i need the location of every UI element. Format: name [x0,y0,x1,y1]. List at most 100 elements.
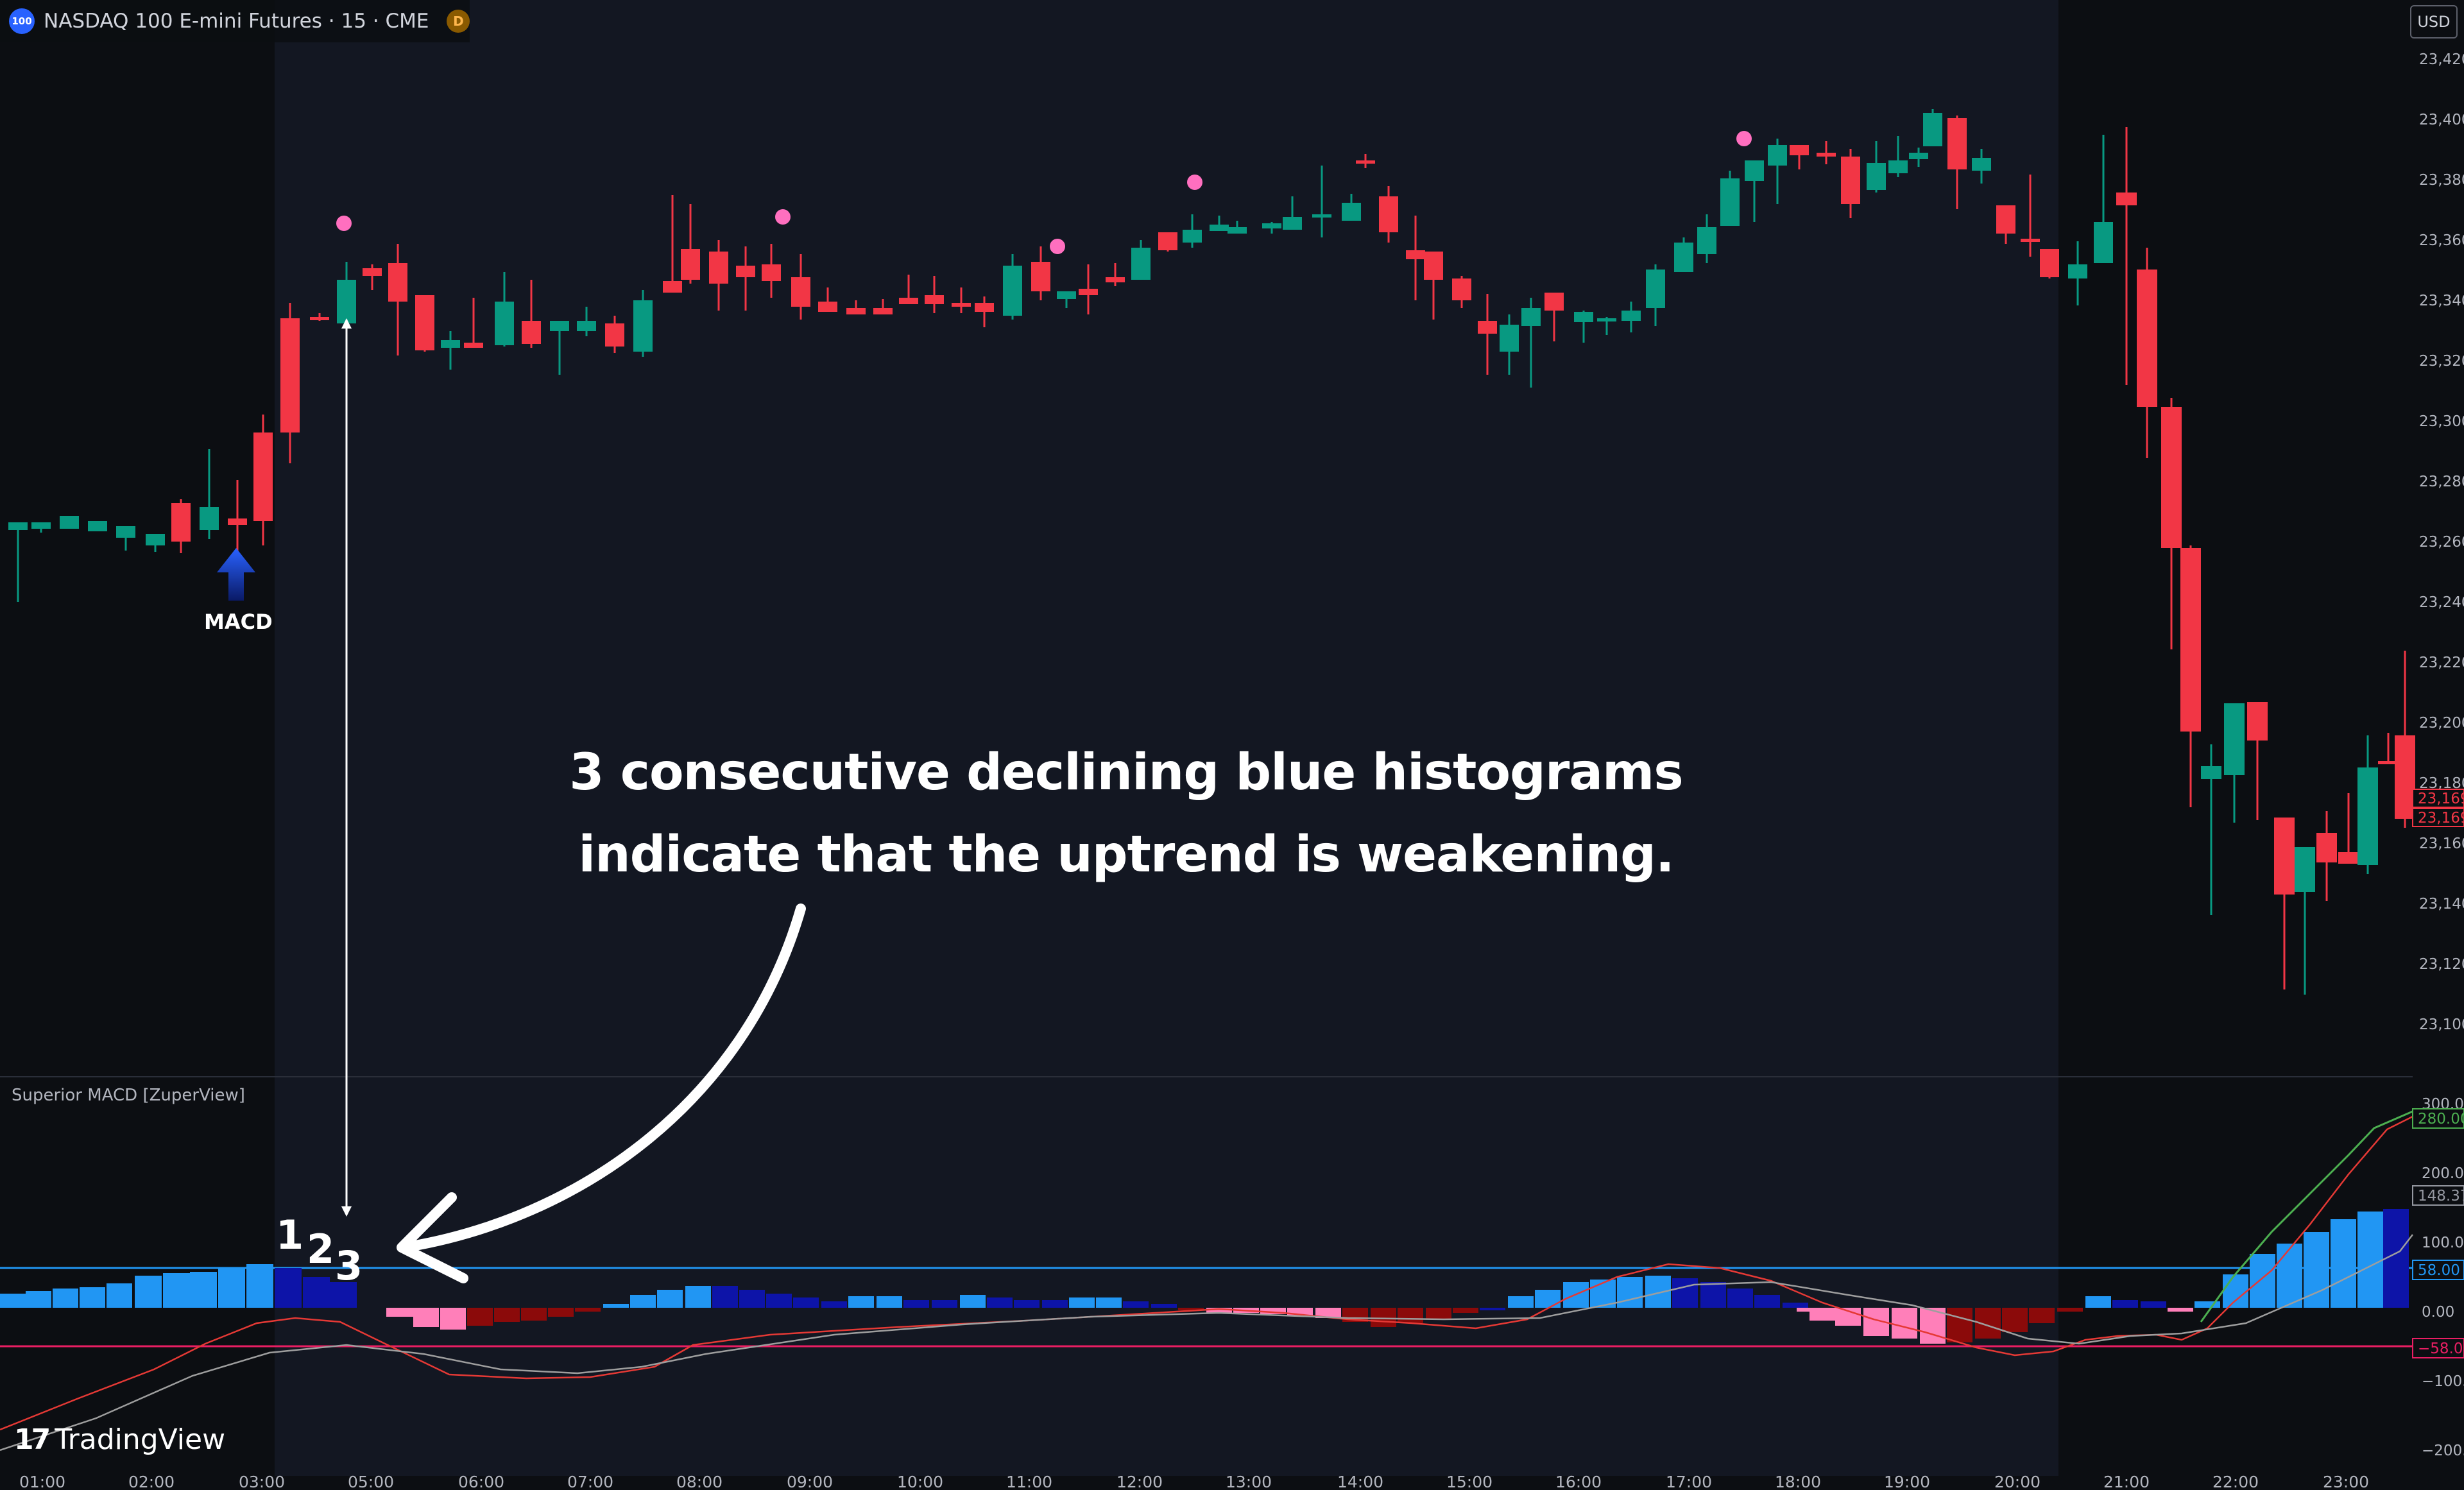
histogram-bar-41 [1151,1304,1177,1308]
tradingview-logo[interactable]: 17 TradingView [14,1423,225,1456]
histogram-bar-60 [1672,1278,1698,1308]
histogram-bar-37 [1042,1300,1068,1308]
candle-body-69 [1790,145,1809,155]
divergence-dot-1 [775,209,791,225]
histogram-bar-74 [2029,1308,2055,1323]
histogram-bar-63 [1754,1295,1780,1308]
histogram-bar-55 [1535,1290,1561,1308]
candle-body-89 [2247,702,2268,741]
indicator-value-box-3 [2412,1338,2464,1358]
histogram-bar-23 [657,1290,683,1308]
candle-body-46 [1228,227,1247,234]
symbol-header[interactable]: 100 NASDAQ 100 E-mini Futures · 15 · CME… [0,0,470,42]
histogram-bar-7 [190,1272,217,1308]
price-tick-8: 23,260 [2419,534,2464,551]
histogram-bar-4 [107,1283,132,1308]
candle-body-34 [925,295,944,304]
tradingview-logo-text: TradingView [55,1423,226,1456]
candle-body-39 [1057,291,1076,299]
candle-body-49 [1312,214,1331,218]
candle-body-17 [464,343,483,348]
histogram-bar-5 [135,1276,162,1308]
histogram-bar-27 [766,1294,792,1308]
time-tick-13: 15:00 [1446,1473,1493,1490]
candle-body-14 [388,263,407,302]
histogram-bar-36 [1014,1300,1040,1308]
histogram-bar-77 [2112,1300,2138,1308]
measure-arrow-bottom-icon [341,1206,352,1217]
delayed-data-badge[interactable]: D [447,10,470,33]
candle-body-15 [415,295,434,350]
candle-body-48 [1283,217,1302,230]
histogram-bar-49 [1371,1308,1396,1327]
histogram-bar-24 [685,1286,711,1308]
candle-body-61 [1597,318,1616,321]
candle-body-0 [8,522,28,530]
histogram-bar-9 [246,1264,273,1308]
histogram-bar-86 [2357,1212,2383,1308]
histogram-bar-82 [2250,1254,2275,1308]
candle-body-27 [736,266,755,277]
price-tick-14: 23,140 [2419,896,2464,912]
price-tick-11: 23,200 [2419,715,2464,732]
candle-body-54 [1424,252,1443,280]
histogram-bar-64 [1783,1303,1808,1308]
candle-body-78 [1996,205,2015,234]
time-tick-19: 21:00 [2103,1473,2150,1490]
candle-body-44 [1183,230,1202,243]
candle-body-3 [88,521,107,531]
symbol-title[interactable]: NASDAQ 100 E-mini Futures · 15 · CME [44,10,429,33]
candle-body-33 [899,298,918,304]
histogram-bar-47 [1315,1308,1341,1318]
price-tick-13: 23,160 [2419,835,2464,852]
candle-body-94 [2357,767,2378,865]
candle-body-81 [2068,264,2087,278]
candle-body-10 [280,318,300,432]
candle-body-82 [2094,222,2113,263]
time-tick-8: 10:00 [897,1473,943,1490]
last-price-label-0: 23,169 [2418,791,2464,807]
indicator-tick-5: −200.00 [2422,1443,2464,1459]
histogram-bar-20 [575,1308,601,1312]
candle-body-40 [1079,289,1098,295]
divergence-dot-2 [1050,239,1065,254]
candle-body-70 [1817,153,1836,157]
candle-body-57 [1500,325,1519,352]
candle-body-55 [1452,278,1471,300]
candle-body-53 [1406,250,1425,259]
histogram-bar-76 [2085,1296,2111,1308]
candle-body-37 [1003,266,1022,316]
candle-body-50 [1342,203,1361,221]
candle-body-32 [873,308,893,314]
candle-body-4 [116,526,135,538]
candle-body-51 [1356,160,1375,164]
histogram-bar-35 [987,1297,1013,1308]
histogram-bar-1 [26,1291,51,1308]
time-tick-18: 20:00 [1994,1473,2041,1490]
histogram-bar-16 [467,1308,493,1326]
candle-body-84 [2137,270,2157,407]
candle-body-90 [2274,818,2295,895]
histogram-bar-84 [2304,1232,2329,1308]
candle-body-18 [495,302,514,345]
currency-selector[interactable]: USD [2410,5,2458,39]
candle-body-92 [2316,833,2337,862]
count-label-1: 1 [276,1212,304,1258]
candle-body-31 [846,308,866,314]
histogram-bar-45 [1260,1308,1286,1314]
time-tick-1: 02:00 [128,1473,175,1490]
indicator-title[interactable]: Superior MACD [ZuperView] [12,1086,245,1105]
candle-body-86 [2180,548,2201,732]
histogram-bar-38 [1069,1297,1095,1308]
histogram-bar-10 [275,1268,302,1308]
histogram-bar-31 [877,1296,902,1308]
last-price-label-1: 23,169 [2418,810,2464,826]
histogram-bar-15 [440,1308,466,1330]
indicator-tick-4: −100.00 [2422,1373,2464,1390]
candle-body-1 [31,522,51,529]
histogram-bar-22 [630,1295,656,1308]
macd-line [0,1115,2413,1431]
candle-body-8 [228,518,247,525]
